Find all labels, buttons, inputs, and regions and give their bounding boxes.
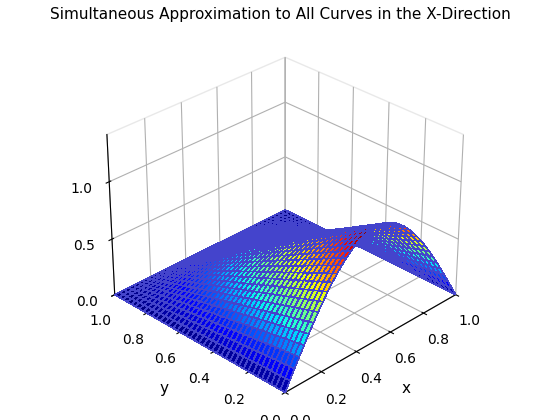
Y-axis label: y: y [160,381,169,396]
Title: Simultaneous Approximation to All Curves in the X-Direction: Simultaneous Approximation to All Curves… [50,7,510,22]
X-axis label: x: x [402,381,410,396]
